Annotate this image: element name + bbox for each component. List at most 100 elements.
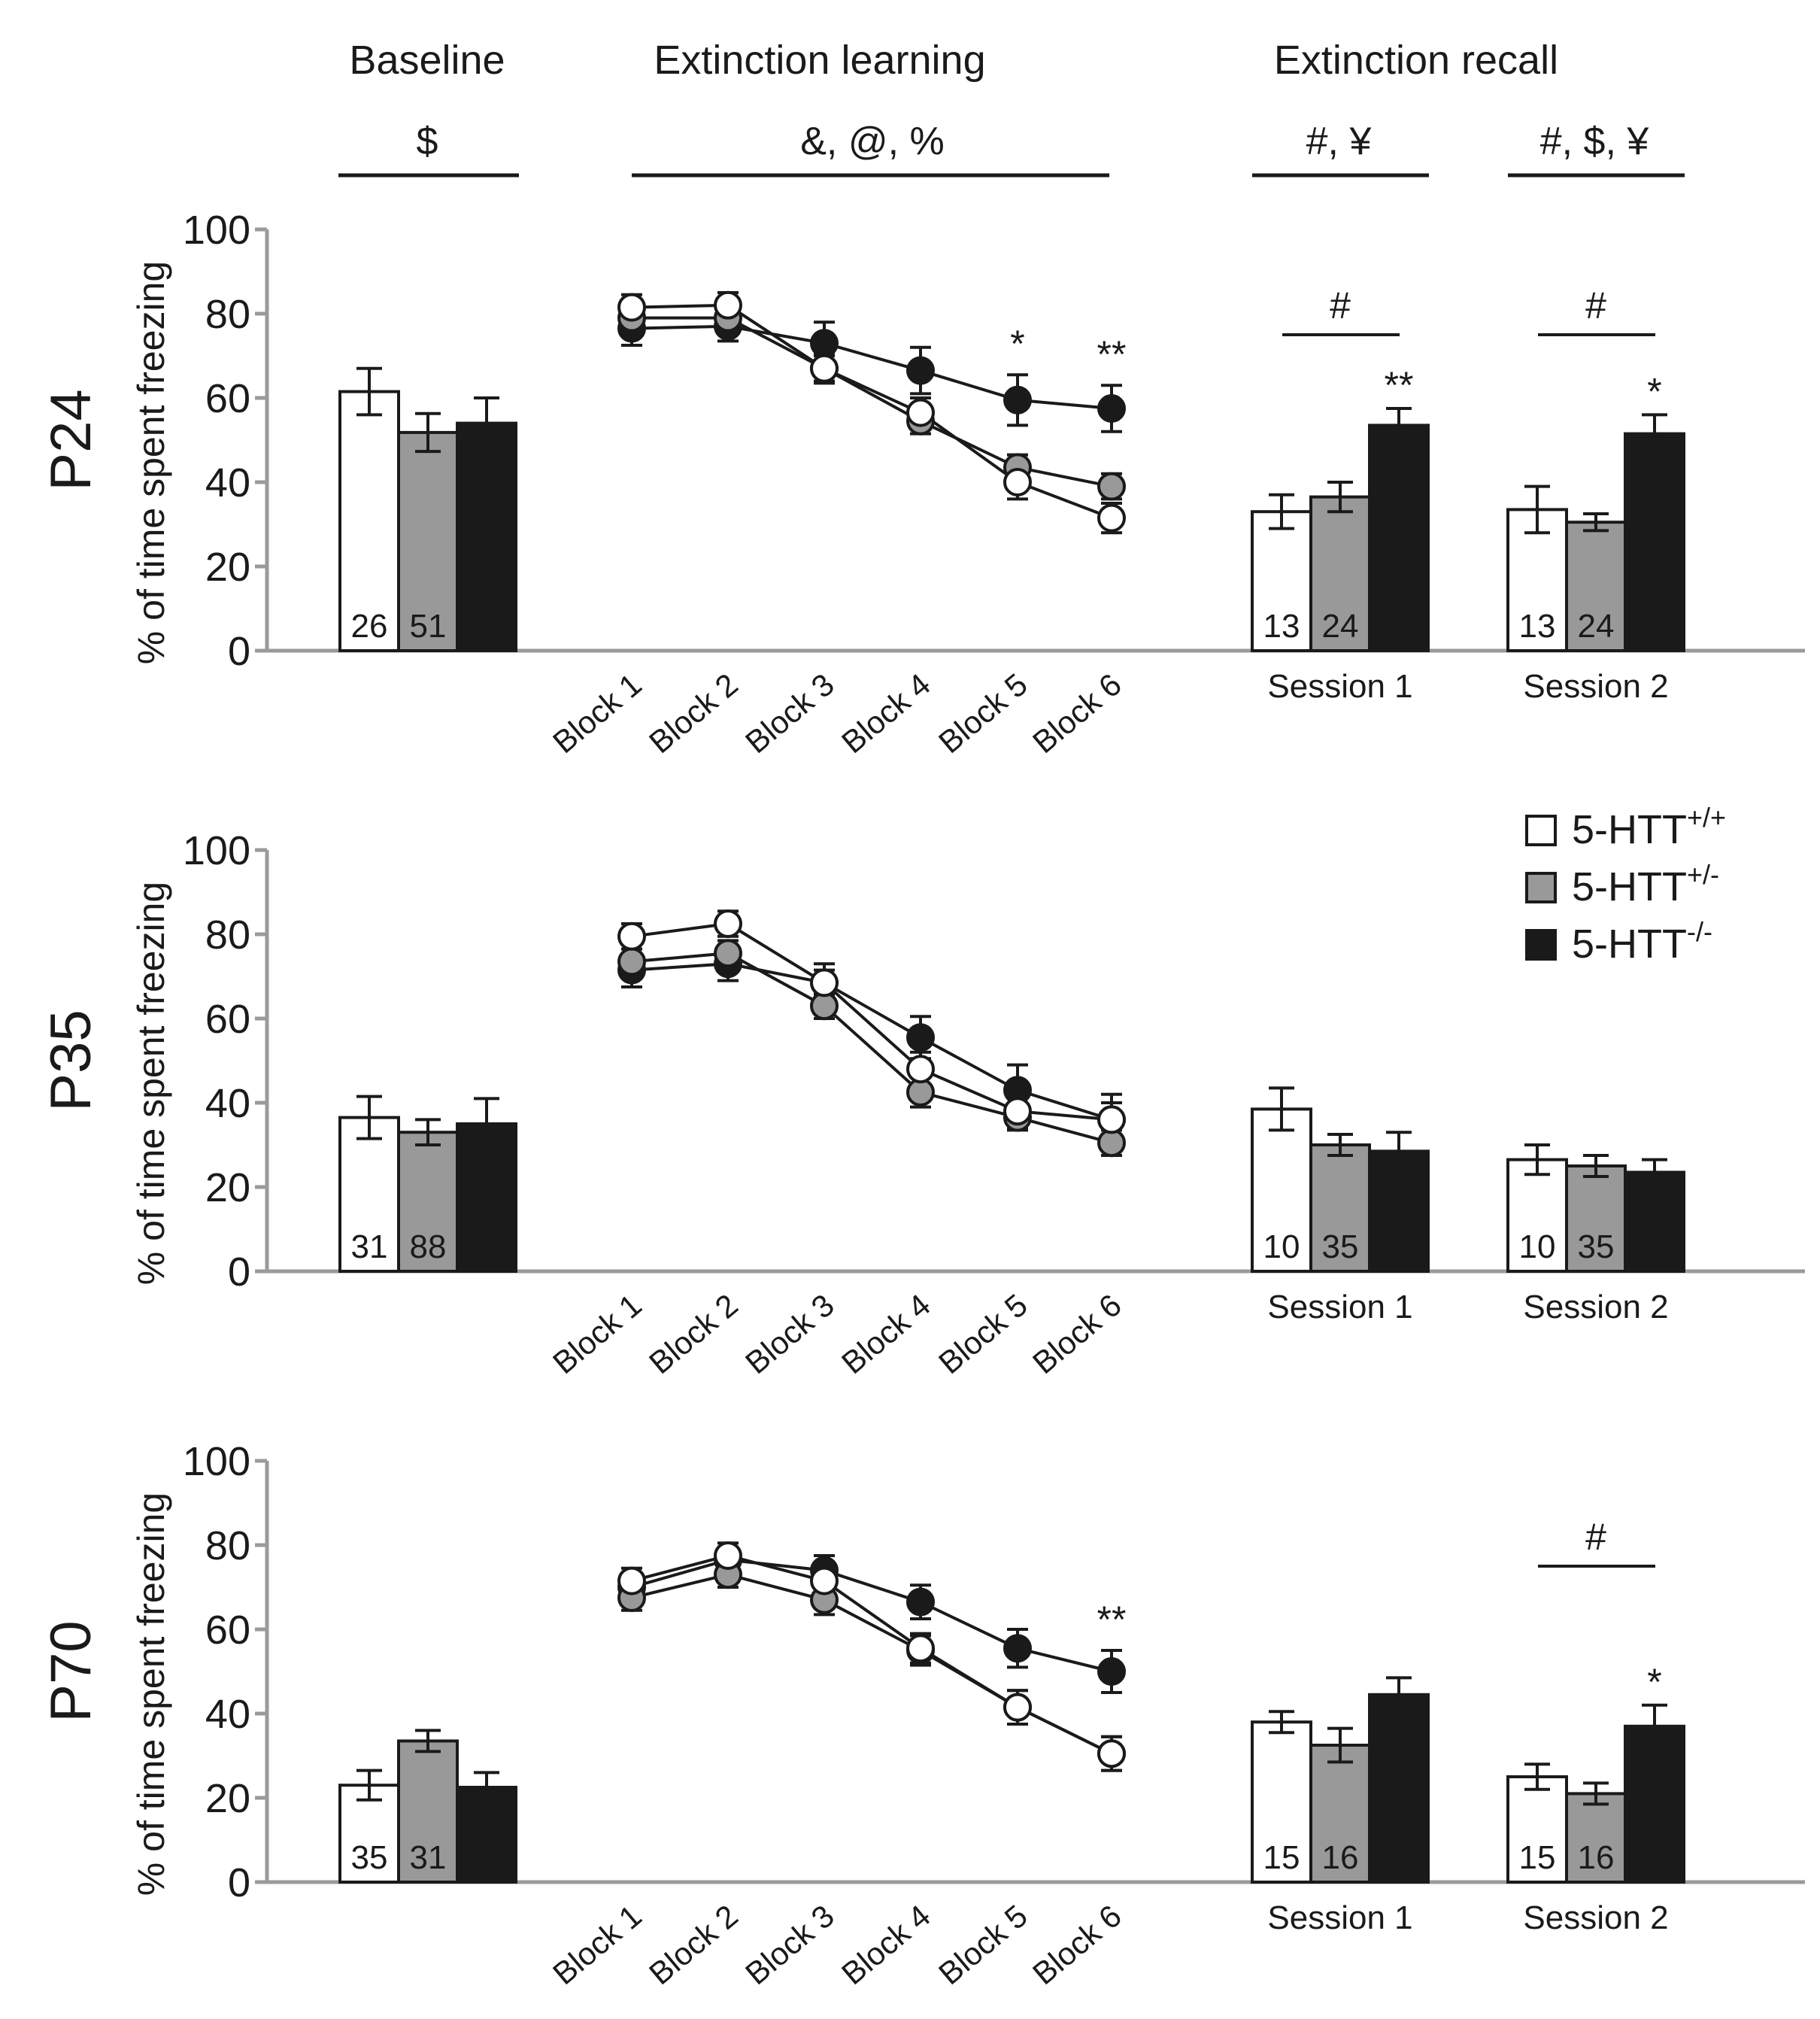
bar-n-label: 18: [1636, 1839, 1673, 1876]
bar-n-label: 24: [1322, 608, 1359, 645]
bar-n-label: 15: [1519, 1839, 1556, 1876]
extinction-learning-lines: [617, 909, 1126, 1158]
baseline-bars: 26 51 25: [338, 366, 517, 652]
significance-label: *: [1010, 323, 1024, 365]
legend-swatch: [1525, 815, 1557, 846]
y-tick-label: 80: [205, 912, 250, 958]
y-tick-label: 80: [205, 292, 250, 337]
stat-label-extinction-learning: &, @, %: [800, 120, 945, 163]
y-axis-title: % of time spent freezing: [130, 261, 172, 664]
y-tick-label: 80: [205, 1523, 250, 1568]
data-point: [810, 354, 839, 383]
data-point: [1003, 1634, 1032, 1663]
data-point: [1097, 1105, 1126, 1134]
x-tick-label: Session 2: [1523, 668, 1668, 705]
x-tick-label: Session 2: [1523, 1289, 1668, 1325]
y-tick-label: 0: [228, 629, 250, 674]
series-line: [631, 324, 1112, 410]
data-point: [1097, 394, 1126, 423]
extinction-learning-lines: * **: [617, 290, 1127, 535]
legend-swatch: [1525, 929, 1557, 961]
legend: 5-HTT+/+5-HTT+/-5-HTT-/-: [1525, 802, 1726, 967]
significance-label: **: [1097, 333, 1127, 375]
series-line: [631, 1553, 1112, 1755]
data-point: [617, 947, 646, 976]
data-point: [810, 968, 839, 997]
legend-label-superscript: +/-: [1687, 859, 1719, 890]
y-tick-label: 0: [228, 1249, 250, 1295]
bar-n-label: 51: [410, 608, 447, 645]
session-1-bars: 13 24 10 ** #: [1251, 284, 1430, 653]
x-tick-label: Block 1: [546, 1287, 648, 1381]
bar-n-label: 26: [351, 608, 388, 645]
x-tick-label: Block 6: [1026, 1898, 1128, 1992]
data-point: [1097, 1739, 1126, 1769]
baseline-bars: 31 88 21: [338, 1095, 517, 1273]
bar-n-label: 10: [1381, 608, 1418, 645]
bar-n-label: 10: [1636, 1228, 1673, 1265]
session-1-bars: 10 35 10: [1251, 1086, 1430, 1274]
data-point: [1097, 472, 1126, 501]
bar-n-label: 10: [1519, 1228, 1556, 1265]
y-tick-label: 100: [183, 1439, 250, 1484]
x-tick-label: Session 1: [1267, 1289, 1412, 1325]
bar-n-label: 13: [1263, 608, 1300, 645]
panel-age-label: P35: [39, 1010, 103, 1111]
x-tick-label: Block 3: [739, 1287, 841, 1381]
x-tick-label: Block 2: [642, 666, 745, 761]
session-2-bars: 15 16 18 * #: [1506, 1516, 1685, 1884]
legend-label: 5-HTT+/+: [1572, 802, 1726, 852]
panel-p24: 0 20 40 60 80 100 % of time spent freezing P24 2…: [39, 208, 1805, 760]
bar-n-label: 35: [1322, 1228, 1359, 1265]
x-tick-label: Block 5: [932, 1898, 1034, 1992]
data-point: [714, 290, 742, 320]
series-line: [631, 921, 1112, 1122]
significance-label: **: [1385, 364, 1414, 406]
bar-n-label: 18: [1381, 1839, 1418, 1876]
legend-label-base: 5-HTT: [1572, 864, 1687, 909]
x-tick-label: Block 2: [642, 1287, 745, 1381]
x-tick-label: Block 3: [739, 666, 841, 761]
session-2-bars: 13 24 10 * #: [1506, 284, 1685, 653]
data-point: [906, 398, 935, 427]
data-point: [1003, 385, 1032, 414]
y-tick-label: 20: [205, 1776, 250, 1821]
x-tick-label: Block 3: [739, 1898, 841, 1992]
bar: [338, 390, 400, 652]
data-point: [617, 921, 646, 951]
bar-n-label: 31: [351, 1228, 388, 1265]
bar: [1565, 1792, 1627, 1884]
bar-n-label: 35: [1578, 1228, 1615, 1265]
legend-swatch: [1525, 872, 1557, 903]
session-1-bars: 15 16 18: [1251, 1676, 1430, 1884]
x-tick-label: Block 6: [1026, 666, 1128, 761]
significance-label: **: [1097, 1599, 1127, 1641]
significance-label: *: [1647, 1661, 1661, 1703]
bar-n-label: 10: [1263, 1228, 1300, 1265]
bar: [1506, 1158, 1568, 1273]
bar-n-label: 16: [1578, 1839, 1615, 1876]
panel-p35: 0 20 40 60 80 100 % of time spent freezing P35 3…: [39, 828, 1805, 1380]
y-tick-label: 60: [205, 1608, 250, 1653]
data-point: [1097, 503, 1126, 533]
baseline-bars: 35 31 30: [338, 1729, 517, 1884]
data-point: [714, 909, 742, 938]
y-tick-label: 100: [183, 828, 250, 873]
legend-label-base: 5-HTT: [1572, 921, 1687, 967]
bracket-label: #: [1330, 284, 1351, 326]
x-tick-label: Block 1: [546, 1898, 648, 1992]
data-point: [1003, 1097, 1032, 1126]
bracket-label: #: [1585, 284, 1606, 326]
bar-n-label: 88: [410, 1228, 447, 1265]
bar-n-label: 35: [351, 1839, 388, 1876]
x-tick-label: Block 4: [835, 1898, 937, 1992]
y-tick-label: 0: [228, 1860, 250, 1905]
stat-label-baseline: $: [417, 120, 438, 163]
data-point: [810, 1566, 839, 1595]
extinction-learning-lines: **: [617, 1541, 1127, 1772]
y-axis-title: % of time spent freezing: [130, 882, 172, 1285]
bar-n-label: 25: [469, 608, 505, 645]
y-tick-label: 20: [205, 545, 250, 590]
series-line: [632, 316, 1112, 488]
